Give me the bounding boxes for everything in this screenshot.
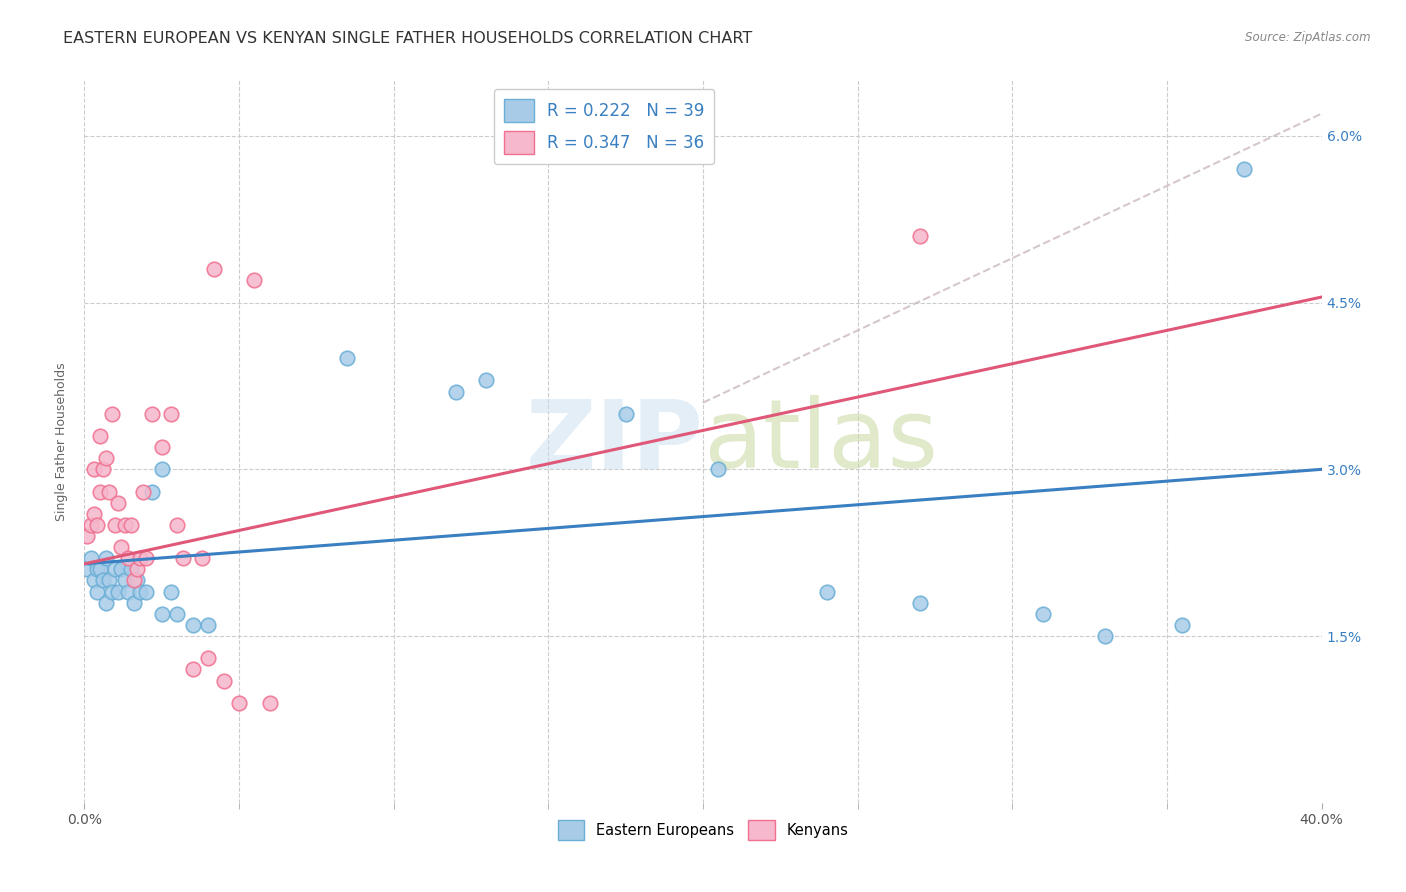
Point	[129, 551, 152, 566]
Point	[197, 618, 219, 632]
Point	[141, 407, 163, 421]
Point	[89, 562, 111, 576]
Point	[125, 562, 148, 576]
Point	[475, 373, 498, 387]
Point	[117, 551, 139, 566]
Point	[166, 517, 188, 532]
Point	[120, 562, 142, 576]
Point	[94, 451, 117, 466]
Point	[107, 584, 129, 599]
Text: Source: ZipAtlas.com: Source: ZipAtlas.com	[1246, 31, 1371, 45]
Point	[98, 574, 121, 588]
Point	[150, 462, 173, 476]
Point	[101, 407, 124, 421]
Point	[83, 462, 105, 476]
Point	[104, 562, 127, 576]
Point	[150, 440, 173, 454]
Text: ZIP: ZIP	[524, 395, 703, 488]
Point	[117, 584, 139, 599]
Point	[614, 407, 637, 421]
Point	[191, 551, 214, 566]
Point	[86, 517, 108, 532]
Point	[79, 551, 101, 566]
Point	[160, 584, 183, 599]
Point	[129, 584, 152, 599]
Point	[89, 429, 111, 443]
Text: atlas: atlas	[703, 395, 938, 488]
Point	[228, 696, 250, 710]
Point	[135, 551, 157, 566]
Point	[98, 484, 121, 499]
Point	[1233, 162, 1256, 177]
Point	[336, 351, 359, 366]
Point	[107, 496, 129, 510]
Point	[815, 584, 838, 599]
Point	[104, 517, 127, 532]
Point	[172, 551, 194, 566]
Point	[202, 262, 225, 277]
Point	[114, 574, 136, 588]
Point	[212, 673, 235, 688]
Point	[1032, 607, 1054, 621]
Point	[135, 584, 157, 599]
Point	[79, 517, 101, 532]
Point	[197, 651, 219, 665]
Point	[101, 584, 124, 599]
Point	[243, 273, 266, 287]
Legend: Eastern Europeans, Kenyans: Eastern Europeans, Kenyans	[553, 814, 853, 847]
Point	[76, 562, 98, 576]
Point	[89, 484, 111, 499]
Point	[259, 696, 281, 710]
Point	[125, 574, 148, 588]
Point	[83, 507, 105, 521]
Point	[110, 562, 132, 576]
Point	[132, 484, 155, 499]
Point	[122, 596, 145, 610]
Point	[110, 540, 132, 554]
Y-axis label: Single Father Households: Single Father Households	[55, 362, 69, 521]
Point	[1171, 618, 1194, 632]
Point	[120, 517, 142, 532]
Point	[707, 462, 730, 476]
Point	[181, 618, 204, 632]
Point	[908, 596, 931, 610]
Point	[76, 529, 98, 543]
Point	[160, 407, 183, 421]
Point	[141, 484, 163, 499]
Point	[83, 574, 105, 588]
Point	[94, 551, 117, 566]
Point	[181, 662, 204, 676]
Point	[86, 584, 108, 599]
Point	[150, 607, 173, 621]
Point	[94, 596, 117, 610]
Text: EASTERN EUROPEAN VS KENYAN SINGLE FATHER HOUSEHOLDS CORRELATION CHART: EASTERN EUROPEAN VS KENYAN SINGLE FATHER…	[63, 31, 752, 46]
Point	[1094, 629, 1116, 643]
Point	[91, 574, 114, 588]
Point	[86, 562, 108, 576]
Point	[122, 574, 145, 588]
Point	[166, 607, 188, 621]
Point	[114, 517, 136, 532]
Point	[908, 228, 931, 243]
Point	[444, 384, 467, 399]
Point	[91, 462, 114, 476]
